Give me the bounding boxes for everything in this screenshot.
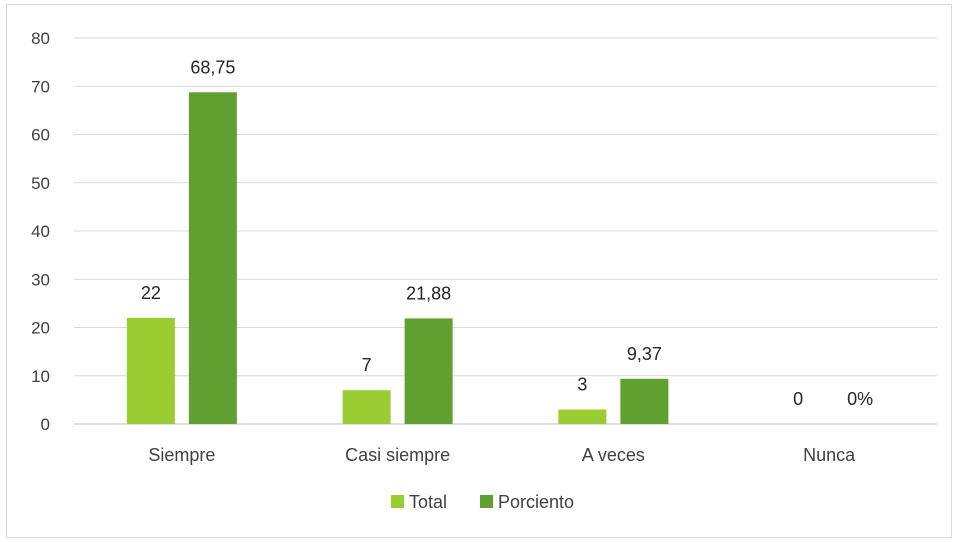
- y-tick-label: 20: [31, 319, 50, 338]
- legend-swatch-total: [391, 495, 404, 508]
- bar-porciento-casi-siempre: [404, 318, 453, 424]
- data-label: 68,75: [190, 57, 235, 77]
- x-tick-label: A veces: [582, 445, 645, 465]
- y-tick-label: 50: [31, 174, 50, 193]
- legend-swatch-porciento: [480, 495, 493, 508]
- chart-frame: [6, 4, 952, 538]
- y-tick-label: 10: [31, 367, 50, 386]
- data-label: 0: [793, 389, 803, 409]
- bar-porciento-siempre: [188, 92, 237, 424]
- bar-total-siempre: [126, 317, 175, 424]
- data-labels: 22 68,75 7 21,88 3 9,37 0 0%: [141, 57, 873, 409]
- data-label: 3: [577, 375, 587, 395]
- bars: [126, 92, 669, 424]
- x-axis: Siempre Casi siempre A veces Nunca: [148, 445, 856, 465]
- y-tick-label: 30: [31, 270, 50, 289]
- data-label: 7: [362, 355, 372, 375]
- legend-label-total: Total: [409, 492, 447, 512]
- data-label: 21,88: [406, 283, 451, 303]
- y-axis: 0 10 20 30 40 50 60 70 80: [31, 29, 50, 434]
- x-tick-label: Nunca: [803, 445, 856, 465]
- bar-porciento-a-veces: [620, 378, 669, 424]
- data-label: 22: [141, 283, 161, 303]
- data-label: 9,37: [627, 344, 662, 364]
- data-label: 0%: [847, 389, 873, 409]
- legend-label-porciento: Porciento: [498, 492, 574, 512]
- y-tick-label: 40: [31, 222, 50, 241]
- bar-total-a-veces: [558, 409, 607, 424]
- y-tick-label: 70: [31, 77, 50, 96]
- y-tick-label: 60: [31, 126, 50, 145]
- legend: Total Porciento: [391, 492, 574, 512]
- x-tick-label: Siempre: [148, 445, 215, 465]
- bar-total-casi-siempre: [342, 390, 391, 424]
- y-tick-label: 80: [31, 29, 50, 48]
- y-tick-label: 0: [41, 415, 50, 434]
- x-tick-label: Casi siempre: [345, 445, 450, 465]
